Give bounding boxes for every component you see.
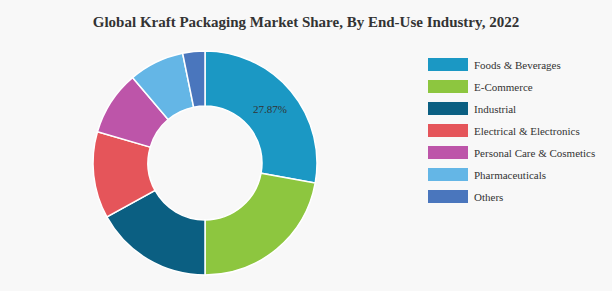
legend-swatch bbox=[428, 146, 468, 159]
legend-swatch bbox=[428, 190, 468, 203]
background bbox=[0, 0, 612, 291]
legend: Foods & Beverages E-Commerce Industrial Ele… bbox=[428, 58, 595, 203]
data-label: 27.87% bbox=[253, 103, 287, 115]
chart-title: Global Kraft Packaging Market Share, By … bbox=[93, 14, 519, 30]
legend-label: Others bbox=[474, 191, 503, 203]
legend-item: Personal Care & Cosmetics bbox=[428, 146, 595, 159]
legend-label: Pharmaceuticals bbox=[474, 169, 546, 181]
legend-item: Others bbox=[428, 190, 503, 203]
legend-label: Industrial bbox=[474, 103, 516, 115]
legend-label: Personal Care & Cosmetics bbox=[474, 147, 595, 159]
legend-swatch bbox=[428, 168, 468, 181]
legend-swatch bbox=[428, 58, 468, 71]
slice bbox=[183, 51, 205, 107]
legend-swatch bbox=[428, 80, 468, 93]
legend-label: Foods & Beverages bbox=[474, 59, 561, 71]
legend-item: Electrical & Electronics bbox=[428, 124, 580, 137]
legend-item: Industrial bbox=[428, 102, 516, 115]
legend-item: E-Commerce bbox=[428, 80, 533, 93]
legend-label: Electrical & Electronics bbox=[474, 125, 580, 137]
legend-label: E-Commerce bbox=[474, 81, 533, 93]
legend-swatch bbox=[428, 102, 468, 115]
legend-item: Foods & Beverages bbox=[428, 58, 561, 71]
slice bbox=[205, 51, 317, 183]
legend-item: Pharmaceuticals bbox=[428, 168, 546, 181]
slice bbox=[205, 173, 315, 275]
pie: 27.87% bbox=[93, 51, 317, 275]
legend-swatch bbox=[428, 124, 468, 137]
